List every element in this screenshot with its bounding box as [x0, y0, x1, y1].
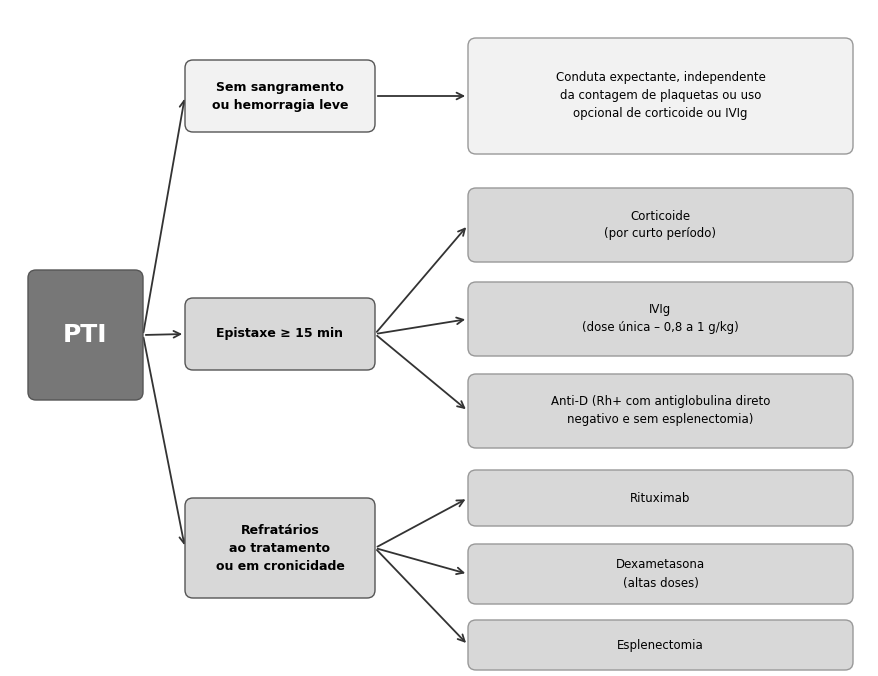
Text: Refratários
ao tratamento
ou em cronicidade: Refratários ao tratamento ou em cronicid…	[215, 523, 344, 573]
FancyBboxPatch shape	[184, 498, 375, 598]
FancyBboxPatch shape	[28, 270, 143, 400]
Text: Sem sangramento
ou hemorragia leve: Sem sangramento ou hemorragia leve	[212, 80, 348, 112]
Text: Conduta expectante, independente
da contagem de plaquetas ou uso
opcional de cor: Conduta expectante, independente da cont…	[555, 72, 765, 120]
FancyBboxPatch shape	[467, 38, 852, 154]
Text: Corticoide
(por curto período): Corticoide (por curto período)	[604, 210, 716, 241]
Text: IVIg
(dose única – 0,8 a 1 g/kg): IVIg (dose única – 0,8 a 1 g/kg)	[581, 304, 738, 335]
Text: Epistaxe ≥ 15 min: Epistaxe ≥ 15 min	[216, 327, 343, 341]
FancyBboxPatch shape	[467, 470, 852, 526]
FancyBboxPatch shape	[467, 544, 852, 604]
FancyBboxPatch shape	[467, 374, 852, 448]
Text: Esplenectomia: Esplenectomia	[616, 639, 703, 652]
Text: PTI: PTI	[63, 323, 108, 347]
FancyBboxPatch shape	[467, 282, 852, 356]
FancyBboxPatch shape	[467, 188, 852, 262]
Text: Rituximab: Rituximab	[630, 491, 690, 504]
FancyBboxPatch shape	[184, 60, 375, 132]
FancyBboxPatch shape	[467, 620, 852, 670]
FancyBboxPatch shape	[184, 298, 375, 370]
Text: Anti-D (Rh+ com antiglobulina direto
negativo e sem esplenectomia): Anti-D (Rh+ com antiglobulina direto neg…	[551, 395, 769, 427]
Text: Dexametasona
(altas doses): Dexametasona (altas doses)	[615, 558, 704, 589]
